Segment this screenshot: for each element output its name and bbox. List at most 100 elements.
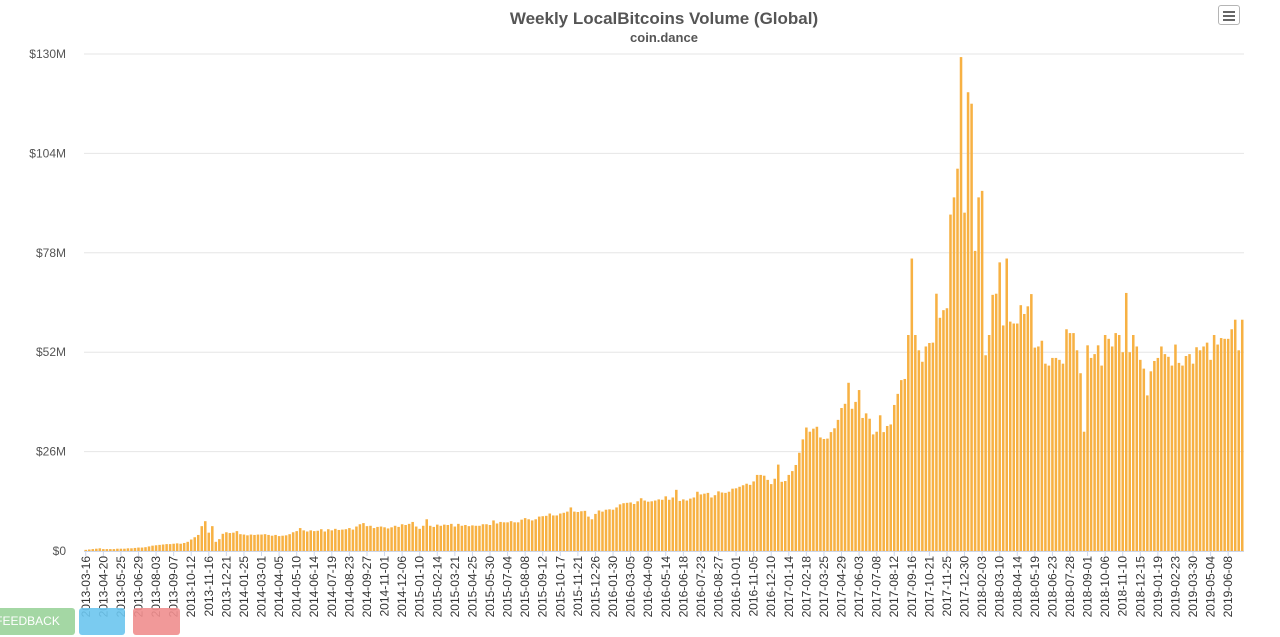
bar [562,512,566,551]
bar [717,491,720,551]
bar [425,519,428,551]
bar [759,474,762,551]
x-tick-label: 2015-12-26 [589,556,603,618]
bar [509,521,513,551]
bar [833,428,836,551]
bar [1209,359,1212,551]
bar [1110,346,1114,551]
feedback-button[interactable]: FEEDBACK [0,608,75,635]
x-tick-label: 2016-03-05 [624,556,638,618]
bar [861,417,864,551]
bar [871,434,875,551]
bar [780,481,784,551]
bar [161,544,165,551]
bar [365,526,369,551]
bar [516,522,520,551]
bar [1019,305,1023,551]
bar [109,549,112,551]
bar [812,428,815,551]
bar [819,437,822,551]
bar [175,543,179,551]
bar [573,511,576,551]
bar [1156,357,1160,551]
bar [270,535,274,551]
bar [288,534,291,551]
bar [330,530,334,551]
bar [885,425,889,551]
bar [576,512,580,551]
x-tick-label: 2017-02-18 [799,556,813,618]
bar [1198,350,1202,551]
bar [840,408,843,551]
bar [186,541,189,551]
x-tick-label: 2013-11-16 [202,556,216,617]
bar [917,350,921,551]
bar [200,526,204,551]
bar [1001,325,1005,551]
bar [1117,335,1121,551]
bar [755,474,759,551]
x-tick-label: 2018-09-01 [1081,556,1095,618]
bar [218,539,221,551]
red-action-button[interactable] [133,608,180,635]
x-tick-label: 2019-06-08 [1221,556,1235,618]
bar [165,544,168,551]
bar [580,511,583,551]
bar [805,427,808,551]
x-tick-label: 2014-09-27 [360,556,374,618]
bar [1033,347,1037,551]
bar [998,262,1001,551]
bar [784,481,787,551]
bar [323,531,327,551]
bar [541,516,544,551]
x-tick-label: 2013-09-07 [167,556,181,618]
x-tick-label: 2017-03-25 [817,556,831,618]
bar [892,404,896,551]
chart-menu-button[interactable] [1218,5,1240,25]
bar [390,527,393,551]
bar [207,532,211,551]
bar [826,438,829,551]
bar [407,523,411,551]
bar [544,515,548,551]
bar [938,317,942,551]
bar [1037,346,1040,551]
bar [766,479,769,551]
bar [1212,335,1216,551]
x-tick-label: 2018-02-03 [975,556,989,618]
bar [1103,335,1107,551]
bar [639,498,643,551]
bar [1100,365,1103,551]
bar [260,534,263,551]
bar [274,534,277,551]
bar [822,438,826,551]
bar [685,500,689,551]
bar [1030,294,1033,551]
bar [302,530,305,551]
bar [787,474,791,551]
x-tick-label: 2016-06-18 [676,556,690,618]
bar [664,496,668,551]
x-tick-label: 2016-07-23 [694,556,708,618]
bar [298,528,302,551]
y-axis-ticks: $0 $26M $52M $78M $104M $130M [29,47,66,558]
y-tick-label: $26M [36,445,66,459]
bar [95,548,98,551]
bar [646,501,650,551]
bar [414,526,418,551]
bar [942,310,945,551]
bar [843,403,847,551]
bar-series [84,57,1244,552]
y-tick-label: $104M [29,146,66,160]
bar [1146,395,1149,551]
bar [305,531,309,551]
bar [590,519,594,551]
bar [668,499,671,551]
x-tick-label: 2015-10-17 [553,556,567,618]
x-tick-label: 2014-06-14 [307,556,321,618]
blue-action-button[interactable] [79,608,125,635]
bar [172,543,175,551]
bar [724,492,727,551]
bar [158,544,161,551]
bar [1160,346,1163,551]
